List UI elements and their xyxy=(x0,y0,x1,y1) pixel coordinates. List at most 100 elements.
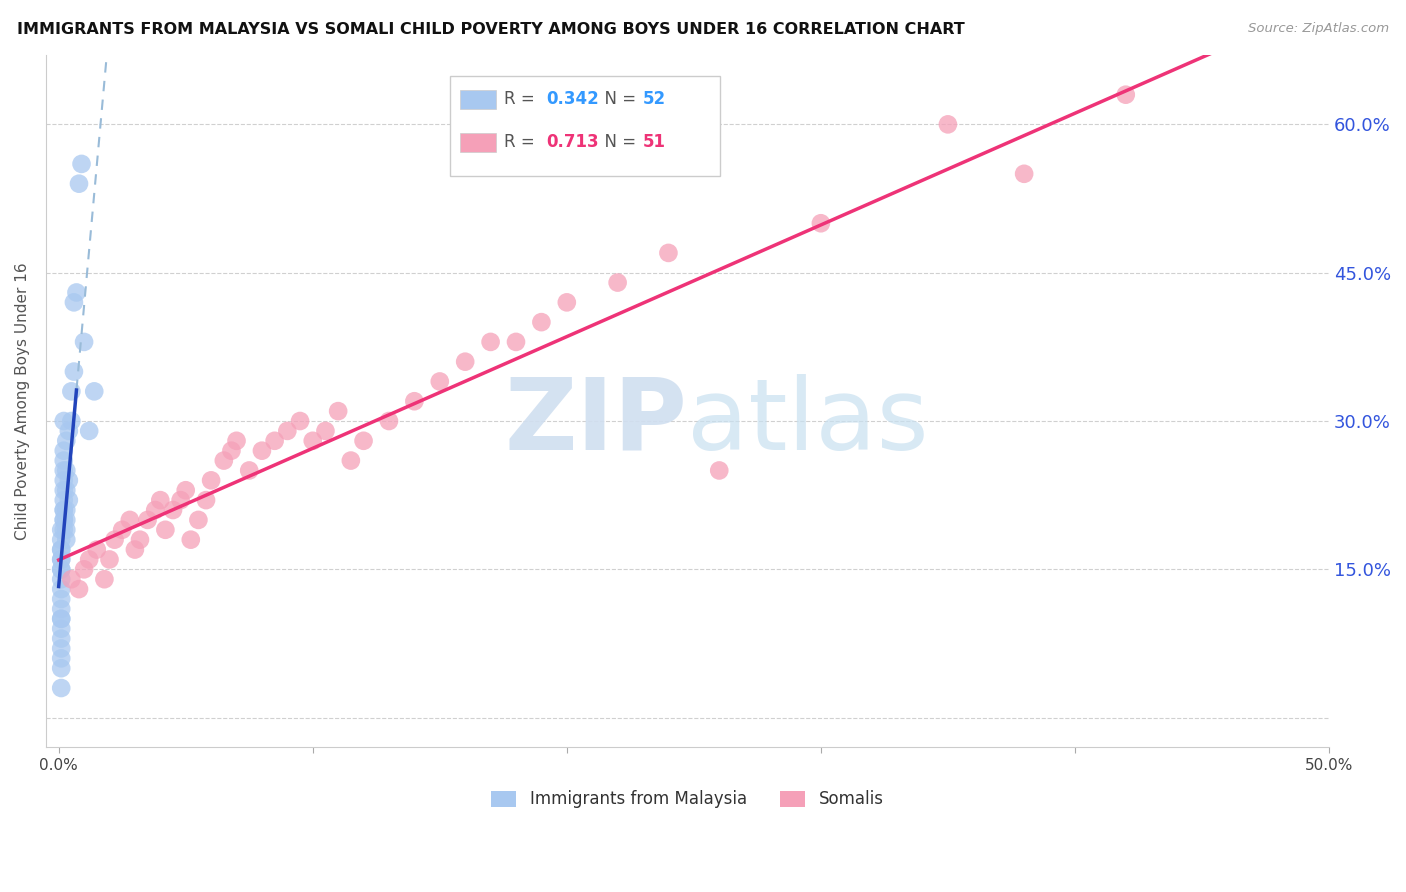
Point xyxy=(93,572,115,586)
Point xyxy=(555,295,578,310)
Point xyxy=(51,641,73,656)
Point xyxy=(51,681,73,695)
Point xyxy=(353,434,375,448)
Point xyxy=(530,315,553,329)
Point xyxy=(52,513,75,527)
Text: IMMIGRANTS FROM MALAYSIA VS SOMALI CHILD POVERTY AMONG BOYS UNDER 16 CORRELATION: IMMIGRANTS FROM MALAYSIA VS SOMALI CHILD… xyxy=(17,22,965,37)
Point xyxy=(55,503,77,517)
Point xyxy=(86,542,108,557)
Point xyxy=(225,434,247,448)
Point xyxy=(340,453,363,467)
Point xyxy=(51,622,73,636)
Text: N =: N = xyxy=(593,90,641,109)
Point xyxy=(51,602,73,616)
Point xyxy=(98,552,121,566)
Point xyxy=(63,295,86,310)
Point xyxy=(111,523,134,537)
Point xyxy=(936,117,959,131)
Point xyxy=(103,533,125,547)
Point xyxy=(221,443,243,458)
Point xyxy=(238,463,260,477)
Point xyxy=(212,453,235,467)
Point xyxy=(55,513,77,527)
Point xyxy=(378,414,401,428)
Point xyxy=(67,582,90,596)
Point xyxy=(83,384,105,399)
Point xyxy=(51,533,73,547)
Point xyxy=(52,503,75,517)
Point xyxy=(328,404,350,418)
Point xyxy=(73,562,96,576)
Point xyxy=(288,414,311,428)
Point xyxy=(51,552,73,566)
Point xyxy=(73,334,96,349)
Point xyxy=(51,562,73,576)
Point xyxy=(263,434,285,448)
Point xyxy=(58,474,80,488)
Point xyxy=(314,424,336,438)
Text: ZIP: ZIP xyxy=(505,374,688,470)
Point xyxy=(52,463,75,477)
Point xyxy=(52,414,75,428)
Point xyxy=(51,542,73,557)
Point xyxy=(174,483,197,498)
Point xyxy=(162,503,184,517)
Point xyxy=(55,523,77,537)
Point xyxy=(60,572,83,586)
Point xyxy=(77,424,100,438)
Point xyxy=(195,493,218,508)
Legend: Immigrants from Malaysia, Somalis: Immigrants from Malaysia, Somalis xyxy=(485,784,890,815)
Point xyxy=(60,384,83,399)
Point xyxy=(51,552,73,566)
Point xyxy=(479,334,502,349)
Point xyxy=(51,592,73,607)
Point xyxy=(118,513,141,527)
Y-axis label: Child Poverty Among Boys Under 16: Child Poverty Among Boys Under 16 xyxy=(15,262,30,540)
Text: atlas: atlas xyxy=(688,374,929,470)
FancyBboxPatch shape xyxy=(460,90,496,109)
Point xyxy=(55,434,77,448)
Point xyxy=(155,523,177,537)
Point xyxy=(250,443,273,458)
Point xyxy=(55,483,77,498)
Point xyxy=(143,503,166,517)
Point xyxy=(67,177,90,191)
Text: Source: ZipAtlas.com: Source: ZipAtlas.com xyxy=(1249,22,1389,36)
Point xyxy=(52,513,75,527)
Point xyxy=(124,542,146,557)
Text: 0.713: 0.713 xyxy=(547,134,599,152)
Point xyxy=(55,463,77,477)
Text: N =: N = xyxy=(593,134,641,152)
Text: R =: R = xyxy=(503,134,540,152)
Point xyxy=(55,533,77,547)
Point xyxy=(52,453,75,467)
Point xyxy=(51,612,73,626)
Point xyxy=(129,533,152,547)
Point xyxy=(136,513,159,527)
Point xyxy=(169,493,191,508)
Point xyxy=(58,424,80,438)
Point xyxy=(1115,87,1137,102)
Point xyxy=(60,414,83,428)
Point xyxy=(657,246,679,260)
Point xyxy=(51,562,73,576)
Point xyxy=(505,334,527,349)
Point xyxy=(51,523,73,537)
Point xyxy=(51,542,73,557)
Point xyxy=(52,523,75,537)
Point xyxy=(1012,167,1035,181)
Point xyxy=(301,434,323,448)
Point xyxy=(58,493,80,508)
FancyBboxPatch shape xyxy=(460,133,496,152)
Point xyxy=(454,354,477,368)
Point xyxy=(810,216,832,230)
Point xyxy=(51,632,73,646)
Text: R =: R = xyxy=(503,90,540,109)
Point xyxy=(52,503,75,517)
Point xyxy=(70,157,93,171)
Point xyxy=(276,424,298,438)
Point xyxy=(52,474,75,488)
Text: 0.342: 0.342 xyxy=(547,90,599,109)
Point xyxy=(200,474,222,488)
Point xyxy=(51,661,73,675)
